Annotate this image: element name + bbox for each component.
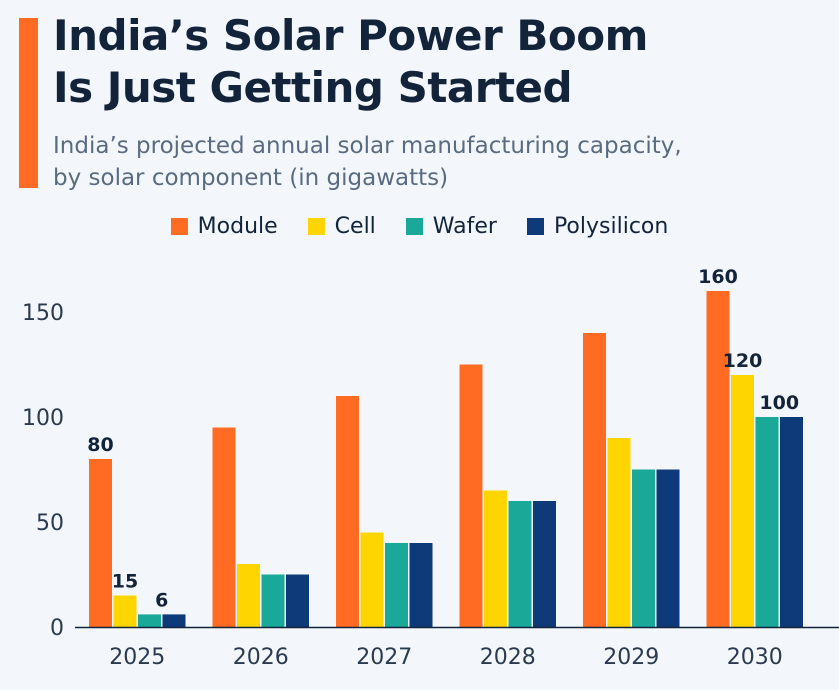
legend-swatch: [170, 218, 188, 235]
bar-cell-2029: [607, 438, 631, 627]
bar-wafer-2027: [385, 543, 408, 627]
y-tick-label: 0: [50, 616, 64, 641]
chart-title: India’s Solar Power Boom Is Just Getting…: [53, 10, 648, 114]
legend: Module Cell Wafer Polysilicon: [0, 214, 839, 239]
bar-module-2029: [583, 333, 606, 627]
chart-subtitle: India’s projected annual solar manufactu…: [53, 130, 682, 194]
bar-polysilicon-2029: [656, 469, 680, 627]
bar-wafer-2025: [138, 614, 161, 627]
data-label: 6: [155, 589, 168, 611]
title-line-1: India’s Solar Power Boom: [53, 11, 648, 60]
title-line-2: Is Just Getting Started: [53, 63, 573, 112]
accent-bar: [19, 18, 38, 188]
data-label: 160: [698, 266, 738, 288]
bar-wafer-2028: [508, 501, 532, 627]
bar-polysilicon-2026: [286, 574, 309, 627]
bar-module-2026: [212, 427, 236, 627]
bar-wafer-2026: [261, 574, 285, 627]
bar-polysilicon-2028: [533, 501, 556, 627]
legend-swatch: [307, 218, 325, 235]
y-tick-label: 150: [22, 301, 64, 326]
legend-item-polysilicon: Polysilicon: [526, 214, 669, 239]
subtitle-line-2: by solar component (in gigawatts): [53, 165, 449, 191]
legend-swatch: [526, 218, 544, 235]
bar-cell-2027: [360, 532, 384, 627]
y-tick-label: 100: [22, 406, 64, 431]
data-label: 15: [112, 571, 138, 593]
bar-cell-2030: [731, 375, 754, 627]
legend-item-cell: Cell: [307, 214, 376, 239]
data-label: 120: [723, 350, 763, 372]
subtitle-line-1: India’s projected annual solar manufactu…: [53, 133, 682, 159]
legend-label: Wafer: [432, 214, 497, 239]
bar-polysilicon-2027: [409, 543, 433, 627]
x-tick-label: 2026: [233, 645, 289, 670]
legend-swatch: [405, 218, 423, 235]
legend-label: Polysilicon: [553, 214, 669, 239]
bar-wafer-2030: [755, 417, 779, 627]
legend-item-wafer: Wafer: [405, 214, 497, 239]
legend-item-module: Module: [170, 214, 278, 239]
x-tick-label: 2027: [356, 645, 412, 670]
x-tick-label: 2030: [727, 645, 783, 670]
bar-polysilicon-2025: [162, 614, 186, 627]
bar-module-2030: [706, 291, 730, 627]
x-tick-label: 2029: [603, 645, 659, 670]
data-label: 80: [87, 434, 113, 456]
bar-cell-2025: [113, 595, 137, 627]
bar-module-2027: [336, 396, 359, 627]
y-tick-label: 50: [36, 511, 64, 536]
bar-module-2025: [89, 459, 112, 627]
bar-cell-2026: [237, 564, 260, 627]
bar-wafer-2029: [632, 469, 655, 627]
x-tick-label: 2028: [480, 645, 536, 670]
bar-module-2028: [459, 364, 483, 627]
legend-label: Cell: [334, 214, 376, 239]
bar-cell-2028: [484, 490, 507, 627]
bar-polysilicon-2030: [780, 417, 803, 627]
data-label: 100: [759, 392, 799, 414]
x-tick-label: 2025: [109, 645, 165, 670]
legend-label: Module: [197, 214, 278, 239]
